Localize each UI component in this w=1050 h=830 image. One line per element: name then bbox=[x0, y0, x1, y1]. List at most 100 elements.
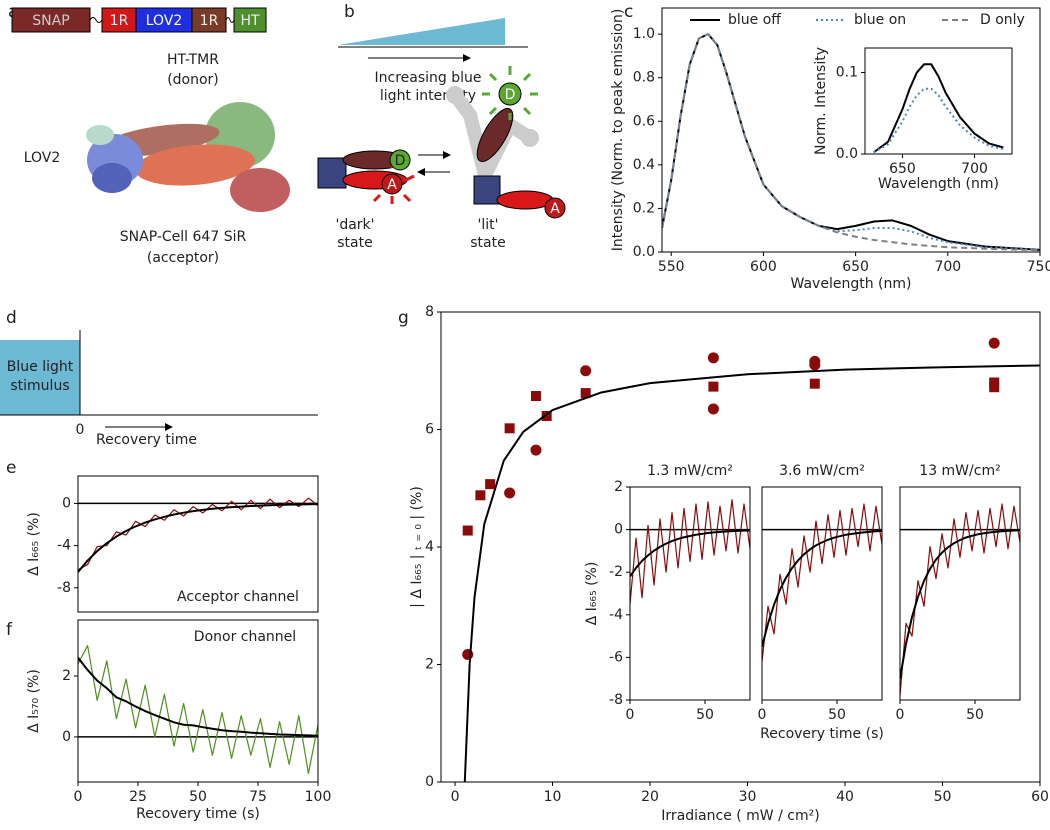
x-tick-label: 650 bbox=[842, 259, 869, 275]
plot-area bbox=[900, 487, 1020, 700]
data-line bbox=[630, 529, 750, 578]
plot-frame bbox=[77, 475, 319, 613]
y-tick-label: 0.2 bbox=[633, 200, 655, 216]
acceptor-label: (acceptor) bbox=[147, 250, 219, 266]
y-tick-label: -4 bbox=[609, 607, 623, 623]
lov2-domain bbox=[92, 163, 132, 193]
x-tick-label: 0 bbox=[896, 707, 905, 723]
y-tick-label: -8 bbox=[609, 692, 623, 708]
data-line bbox=[662, 33, 1040, 252]
construct: SNAP 1R LOV2 1R HT bbox=[11, 7, 267, 33]
x-tick-label: 0 bbox=[451, 789, 460, 805]
y-tick-label: 0 bbox=[614, 522, 623, 538]
x-tick-label: 75 bbox=[249, 789, 267, 805]
x-tick-label: 0 bbox=[626, 707, 635, 723]
lov2-block bbox=[473, 175, 501, 205]
construct-label: HT bbox=[240, 13, 260, 29]
legend-label: blue off bbox=[728, 12, 781, 28]
circle-point bbox=[988, 337, 1000, 349]
x-tick-label: 50 bbox=[966, 707, 984, 723]
plot-area bbox=[630, 487, 750, 700]
time-zero: 0 bbox=[76, 422, 85, 438]
square-point bbox=[708, 381, 719, 392]
y-tick-label: 2 bbox=[62, 668, 71, 684]
panel-letter: c bbox=[624, 2, 633, 22]
acceptor-dye bbox=[544, 197, 566, 219]
ht-box bbox=[233, 7, 267, 33]
donor-symbol: D bbox=[505, 87, 516, 103]
y-tick-label: 2 bbox=[425, 657, 434, 673]
acceptor-label: SNAP-Cell 647 SiR bbox=[120, 229, 247, 245]
r1-box bbox=[191, 7, 227, 33]
y-axis-label: Intensity (Norm. to peak emission) bbox=[610, 9, 626, 252]
construct-label: 1R bbox=[110, 13, 129, 29]
plot-area bbox=[762, 487, 882, 700]
square-point bbox=[504, 423, 515, 434]
time-label: Recovery time bbox=[96, 432, 197, 448]
panel-letter: d bbox=[6, 308, 17, 328]
legend-label: D only bbox=[980, 12, 1025, 28]
x-tick-label: 50 bbox=[934, 789, 952, 805]
construct-label: 1R bbox=[200, 13, 219, 29]
y-tick-label: 0.4 bbox=[633, 157, 655, 173]
y-tick-label: 4 bbox=[425, 539, 434, 555]
state-label: state bbox=[470, 235, 505, 251]
circle-point bbox=[530, 444, 542, 456]
y-axis-label: Δ I₆₆₅ (%) bbox=[584, 562, 600, 626]
ghost-dye bbox=[521, 129, 539, 147]
chart-panel: 0 25 50 75 100 0 2 Recovery time (s) Δ I₅₇₀ (%) D… bbox=[26, 619, 332, 822]
x-tick-label: 50 bbox=[828, 707, 846, 723]
data-line bbox=[78, 503, 318, 573]
x-tick-label: 100 bbox=[305, 789, 332, 805]
square-point bbox=[989, 382, 1000, 393]
data-line bbox=[873, 87, 1004, 154]
plot-data bbox=[662, 33, 1040, 252]
plot-frame bbox=[629, 486, 751, 701]
square-point bbox=[580, 388, 591, 399]
panel-letter: e bbox=[6, 458, 16, 478]
stimulus-label: stimulus bbox=[10, 378, 69, 394]
square-point bbox=[530, 391, 541, 402]
circle-point bbox=[504, 487, 516, 499]
donor-dye bbox=[498, 82, 522, 106]
acceptor-arm bbox=[496, 190, 554, 210]
x-tick-label: 60 bbox=[1031, 789, 1049, 805]
panel-letter: b bbox=[344, 2, 355, 22]
plot-data bbox=[630, 499, 750, 605]
x-tick-label: 700 bbox=[934, 259, 961, 275]
x-tick-label: 650 bbox=[889, 161, 916, 177]
y-tick-label: -6 bbox=[609, 649, 623, 665]
plot-frame bbox=[440, 311, 1041, 783]
chart-panel: 0 -4 -8 Δ I₆₆₅ (%) Acceptor channel bbox=[26, 475, 319, 613]
ghost-dye bbox=[446, 86, 464, 104]
plot-frame bbox=[761, 486, 883, 701]
construct-label: LOV2 bbox=[146, 13, 183, 29]
y-tick-label: 0.0 bbox=[633, 244, 655, 260]
plot-frame bbox=[899, 486, 1021, 701]
y-axis-label: | Δ I₆₆₅ | ₜ ₌ ₀ | (%) bbox=[409, 486, 425, 608]
x-tick-label: 50 bbox=[696, 707, 714, 723]
plot-data bbox=[462, 337, 1040, 782]
lov2-block bbox=[317, 157, 347, 189]
lov2-label: LOV2 bbox=[24, 150, 61, 166]
square-point bbox=[475, 490, 486, 501]
chart-panel: 0 50 2 0 -2 -4 -6 -8 Δ I₆₆₅ (%) 1.3 mW/cm² bbox=[584, 463, 751, 723]
plot-data bbox=[78, 497, 318, 573]
linker bbox=[225, 17, 235, 23]
construct-label: SNAP bbox=[32, 13, 69, 29]
x-tick-label: 550 bbox=[658, 259, 685, 275]
acceptor-dye bbox=[381, 173, 403, 195]
chart-title: 1.3 mW/cm² bbox=[647, 463, 733, 479]
square-point bbox=[462, 525, 473, 536]
circle-point bbox=[707, 403, 719, 415]
x-tick-label: 30 bbox=[739, 789, 757, 805]
x-tick-label: 0 bbox=[74, 789, 83, 805]
donor-arm bbox=[476, 107, 514, 163]
lov2-domain bbox=[86, 125, 114, 145]
y-tick-label: 0.1 bbox=[836, 64, 858, 80]
lit-state-cartoon bbox=[446, 66, 566, 219]
circle-point bbox=[809, 355, 821, 367]
x-tick-label: 40 bbox=[836, 789, 854, 805]
